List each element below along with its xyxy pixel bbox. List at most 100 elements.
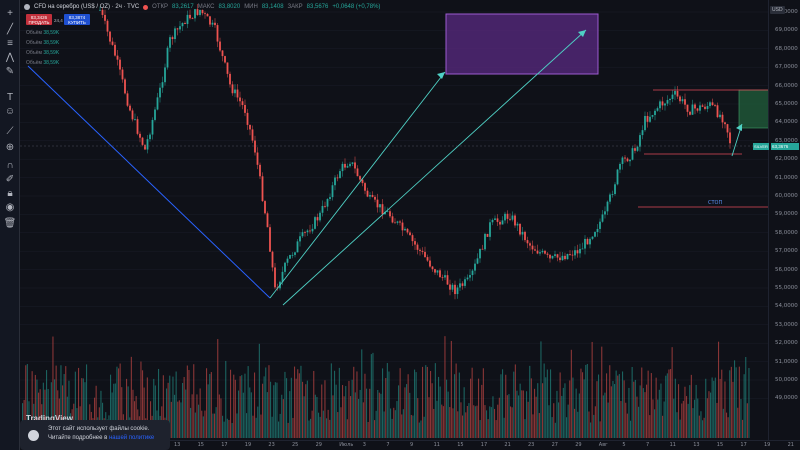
candle-body <box>619 163 621 170</box>
volume-bar <box>668 369 670 438</box>
trendline-icon[interactable]: ╱ <box>6 23 14 35</box>
pattern-icon[interactable]: ⋀ <box>5 51 15 63</box>
pencil-lock-icon[interactable]: ✐ <box>5 173 15 185</box>
candle-body <box>681 99 684 102</box>
legend-row[interactable]: Объём 38,59K <box>26 60 60 66</box>
candle-body <box>504 213 506 221</box>
volume-bar <box>575 388 577 438</box>
volume-bar <box>466 405 468 438</box>
volume-bar <box>354 392 356 438</box>
candle-body <box>271 251 274 268</box>
volume-bar <box>340 407 342 438</box>
volume-bar <box>284 371 286 438</box>
volume-bar <box>233 374 235 438</box>
volume-bar <box>686 396 688 438</box>
emoji-icon[interactable]: ☺ <box>4 105 16 117</box>
candle-body <box>284 262 286 272</box>
candle-body <box>671 94 674 99</box>
candle-body <box>311 228 314 232</box>
candle-body <box>501 220 504 225</box>
trash-icon[interactable]: 🗑︎ <box>3 217 17 229</box>
volume-bar <box>375 410 377 438</box>
candle-body <box>634 148 636 151</box>
candle-body <box>124 79 126 94</box>
currency-selector[interactable]: USD <box>770 6 785 14</box>
fib-icon[interactable]: ≡ <box>7 37 13 49</box>
volume-bar <box>366 388 368 438</box>
volume-bar <box>170 401 172 438</box>
buy-price: 83,3874 <box>68 15 86 20</box>
volume-bar <box>287 422 289 438</box>
volume-bar <box>330 363 332 438</box>
text-icon[interactable]: T <box>6 91 14 103</box>
volume-bar <box>470 378 472 438</box>
time-tick-label: Авг <box>598 442 608 448</box>
sell-price: 83,3426 <box>30 15 48 20</box>
symbol-title[interactable]: CFD на серебро (US$ / OZ) · 2ч · TVC <box>34 4 140 10</box>
volume-bar <box>734 360 736 438</box>
price-axis[interactable]: 70,0000 69,0000 68,0000 67,0000 66,0000 65,00… <box>753 0 800 440</box>
volume-bar <box>586 363 588 438</box>
candle-body <box>266 213 269 228</box>
volume-bar <box>402 409 404 438</box>
volume-bar <box>497 404 499 438</box>
candle-body <box>714 105 716 106</box>
eye-icon[interactable]: ◉ <box>5 201 15 213</box>
volume-bar <box>538 413 540 438</box>
volume-bar <box>602 395 604 438</box>
price-tick-label: 63,0000 <box>775 137 798 144</box>
candle-body <box>581 248 584 250</box>
volume-bar <box>321 384 323 438</box>
zoom-icon[interactable]: ⊕ <box>5 141 15 153</box>
candle-body <box>359 176 361 180</box>
legend-row[interactable]: Объём 38,59K <box>26 30 60 36</box>
candle-body <box>709 102 711 107</box>
volume-bar <box>236 413 238 438</box>
candle-body <box>379 204 381 208</box>
volume-bar <box>708 391 710 438</box>
cookie-line2: Читайте подробнее в <box>48 435 109 441</box>
volume-bar <box>737 407 739 438</box>
tradingview-logo[interactable]: TradingView <box>26 414 73 423</box>
ruler-icon[interactable]: ⟋ <box>6 125 14 137</box>
volume-bar <box>537 383 539 438</box>
brush-icon[interactable]: ✎ <box>5 65 15 77</box>
time-tick-label: 11 <box>433 442 440 448</box>
volume-bar <box>719 378 721 438</box>
candle-body <box>646 115 649 122</box>
arrow-head-1 <box>437 72 445 79</box>
volume-bar <box>526 391 528 438</box>
candle-body <box>499 221 501 225</box>
volume-bar <box>740 399 742 438</box>
volume-bar <box>479 420 481 438</box>
candle-body <box>659 101 661 109</box>
volume-bar <box>31 371 33 438</box>
volume-bar <box>158 368 160 438</box>
chart-area[interactable]: СТОП <box>20 0 771 440</box>
volume-bar <box>679 419 681 438</box>
volume-bar <box>127 386 129 438</box>
volume-bar <box>238 390 240 438</box>
buy-button[interactable]: 83,3874 КУПИТЬ <box>64 14 90 25</box>
crosshair-icon[interactable]: + <box>7 7 13 19</box>
candle-body <box>511 215 514 220</box>
time-axis[interactable]: 13 15 17 19 23 25 29 Июль 3 7 9 11 15 17 21 23 27 29 Авг 5 7… <box>20 440 800 450</box>
legend-row[interactable]: Объём 38,59K <box>26 50 60 56</box>
volume-bar <box>322 410 324 438</box>
candle-body <box>544 250 546 254</box>
magnet-icon[interactable]: ∩ <box>6 159 14 171</box>
time-tick-label: 25 <box>292 442 299 448</box>
drawing-toolbar: + ╱ ≡ ⋀ ✎ T ☺ ⟋ ⊕ ∩ ✐ 🔒︎ ◉ 🗑︎ <box>0 0 20 450</box>
candle-body <box>704 106 706 109</box>
volume-bar <box>326 418 328 438</box>
cookie-policy-link[interactable]: нашей политике <box>108 435 155 441</box>
candle-body <box>436 270 439 273</box>
candle-body <box>589 238 591 245</box>
legend-row[interactable]: Объём 38,59K <box>26 40 60 46</box>
candle-body <box>649 116 651 122</box>
price-tick-label: 66,0000 <box>775 82 798 89</box>
volume-bar <box>494 408 496 438</box>
lock-icon[interactable]: 🔒︎ <box>7 187 13 199</box>
price-chart[interactable]: СТОП <box>20 0 771 440</box>
sell-button[interactable]: 83,3426 ПРОДАТЬ <box>26 14 52 25</box>
